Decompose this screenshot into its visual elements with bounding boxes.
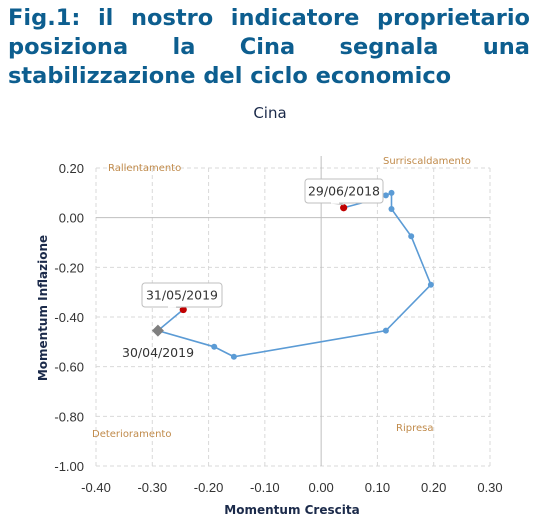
grid-lines	[95, 167, 491, 467]
y-tick-label: -0.80	[54, 409, 84, 424]
x-tick-label: 0.30	[477, 480, 502, 495]
data-point	[427, 281, 434, 288]
x-tick-label: -0.40	[81, 480, 111, 495]
quadrant-label-bottom-right: Ripresa	[396, 423, 433, 434]
y-tick-label: -0.20	[54, 260, 84, 275]
y-tick-label: 0.20	[59, 161, 84, 176]
y-tick-label: -0.40	[54, 310, 84, 325]
x-tick-label: 0.10	[365, 480, 390, 495]
figure-title: Fig.1: il nostro indicatore proprietario…	[8, 5, 530, 89]
annotation-latest-box	[304, 178, 384, 204]
quadrant-label-bottom-left: Deterioramento	[92, 429, 171, 440]
quadrant-label-top-left: Rallentamento	[108, 163, 181, 174]
annotation-recent: 31/05/2019	[141, 282, 223, 309]
axes: -1.00 -0.80 -0.60 -0.40 -0.20 0.00 0.20 -0.40 -0…	[54, 156, 503, 495]
chart-title: Cina	[253, 104, 286, 122]
annotation-recent-box	[141, 282, 223, 308]
chart-labels: Cina Momentum Crescita Momentum Inflazione…	[36, 104, 471, 517]
data-point	[382, 327, 389, 334]
quadrant-label-top-right: Surriscaldamento	[383, 156, 471, 167]
y-axis-label: Momentum Inflazione	[36, 235, 50, 381]
y-tick-label: 0.00	[59, 211, 84, 226]
x-tick-label: 0.00	[308, 480, 333, 495]
highlight-point	[179, 305, 187, 314]
y-tick-label: -1.00	[54, 459, 84, 474]
data-point	[211, 343, 218, 350]
x-axis-label: Momentum Crescita	[224, 503, 359, 517]
data-series	[151, 189, 434, 360]
annotation-latest-text: 29/06/2018	[308, 184, 380, 199]
data-point	[388, 189, 395, 196]
data-point	[230, 353, 237, 360]
data-point	[382, 192, 389, 199]
x-tick-label: -0.10	[250, 480, 280, 495]
annotation-latest: 29/06/2018	[304, 178, 384, 206]
y-tick-label: -0.60	[54, 360, 84, 375]
x-tick-label: 0.20	[421, 480, 446, 495]
data-point	[408, 233, 415, 240]
x-tick-label: -0.30	[137, 480, 167, 495]
data-point	[388, 205, 395, 212]
x-tick-label: -0.20	[194, 480, 224, 495]
highlight-point	[340, 204, 348, 212]
annotation-previous: 30/04/2019	[122, 345, 194, 360]
highlight-point-diamond	[151, 324, 164, 337]
annotation-recent-text: 31/05/2019	[146, 288, 218, 303]
